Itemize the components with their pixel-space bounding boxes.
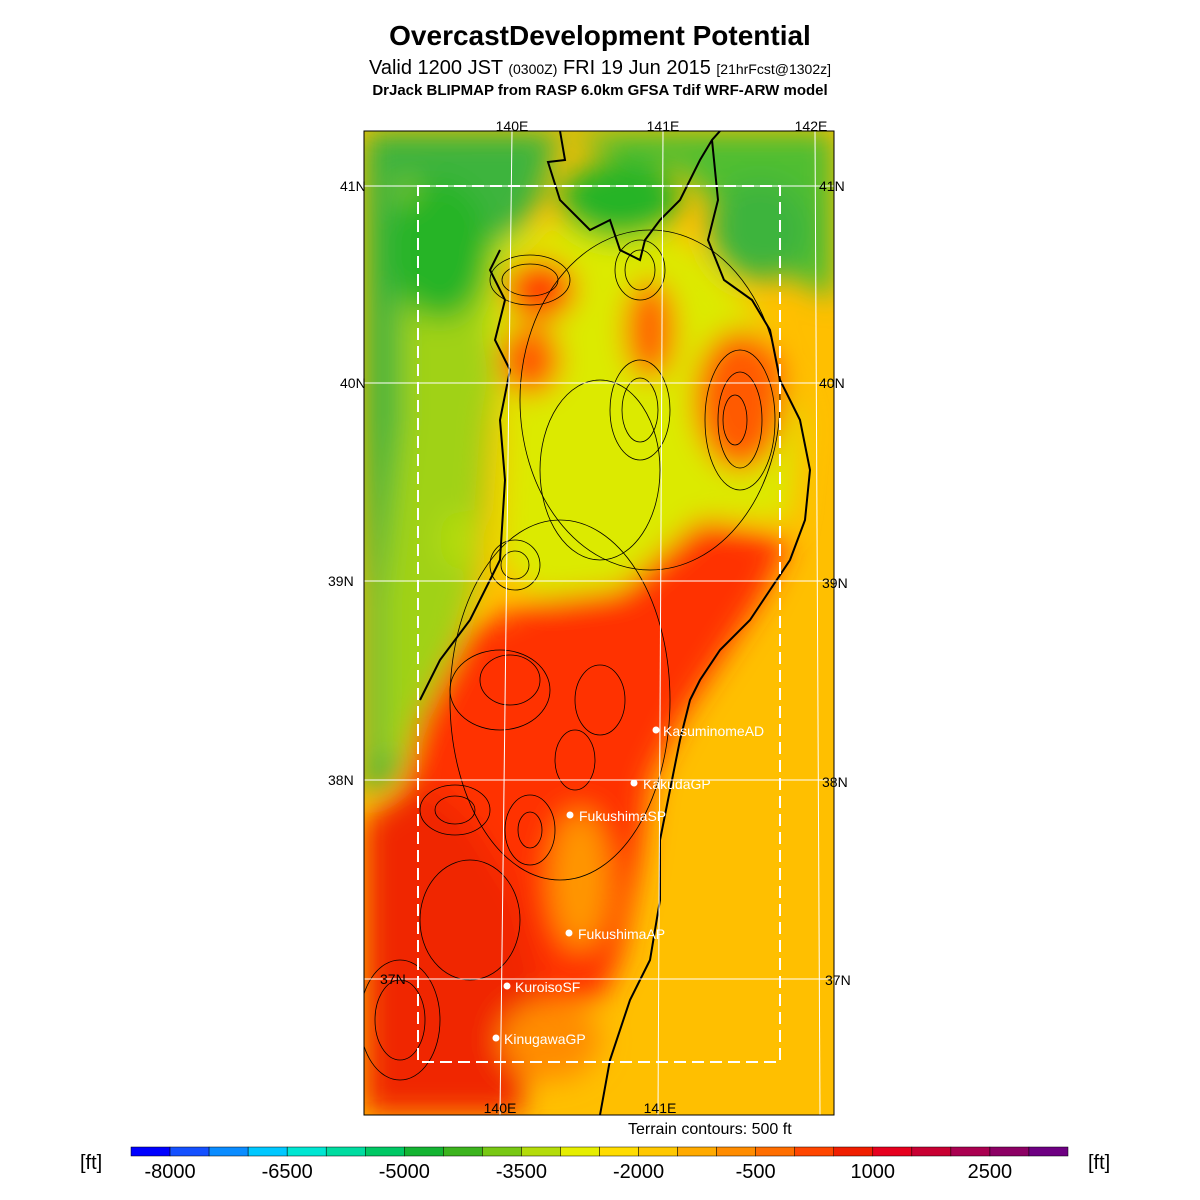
site-dot-kasuminome — [652, 726, 660, 734]
legend-cell — [599, 1146, 639, 1157]
legend-cell — [443, 1146, 483, 1157]
legend-tick-label: -8000 — [144, 1161, 195, 1183]
green-patch-c — [710, 180, 810, 280]
forecast-info: [21hrFcst@1302z] — [716, 61, 831, 77]
color-legend-labels: -8000 -6500 -5000 -3500 -2000 -500 1000 2500 — [144, 1161, 1012, 1183]
model-line: DrJack BLIPMAP from RASP 6.0km GFSA Tdif… — [372, 82, 828, 99]
legend-cell — [716, 1146, 756, 1157]
legend-cell — [482, 1146, 522, 1157]
lat-label-left-41: 41N — [340, 178, 366, 194]
west-coast-field — [380, 180, 505, 760]
map-subtitle: Valid 1200 JST (0300Z) FRI 19 Jun 2015 [… — [0, 57, 1200, 80]
red-patch-north-c — [625, 280, 675, 380]
legend-cell — [404, 1146, 444, 1157]
colorbar-unit-left: [ft] — [80, 1152, 103, 1174]
map-frame — [363, 130, 835, 1116]
legend-cell — [1028, 1146, 1069, 1157]
red-patch-north-d — [695, 330, 785, 470]
lat-label-right-37: 37N — [825, 972, 851, 988]
lon-label-top-141: 141E — [647, 118, 680, 134]
legend-cell — [911, 1146, 952, 1157]
utc-time: (0300Z) — [508, 61, 558, 77]
site-markers: KasuminomeAD KakudaGP FukushimaSP Fukush… — [492, 723, 764, 1047]
site-label-kakuda: KakudaGP — [643, 776, 711, 792]
red-patch-north-b — [500, 325, 560, 395]
southwest-red-field — [364, 780, 540, 1115]
valid-time: Valid 1200 JST — [369, 57, 503, 79]
lon-label-top-140: 140E — [496, 118, 529, 134]
lat-label-left-39: 39N — [328, 573, 354, 589]
legend-cell — [365, 1146, 405, 1157]
site-dot-kakuda — [630, 779, 638, 787]
legend-cell — [950, 1146, 991, 1157]
legend-cell — [755, 1146, 795, 1157]
site-label-fukushimasp: FukushimaSP — [579, 808, 666, 824]
site-dot-fukushimasp — [566, 811, 574, 819]
lat-label-left-37: 37N — [380, 971, 406, 987]
lat-label-left-38: 38N — [328, 772, 354, 788]
lon-label-bottom-141: 141E — [644, 1100, 677, 1116]
inner-domain-box — [417, 185, 781, 1063]
legend-tick-label: -3500 — [496, 1161, 547, 1183]
site-dot-kuroiso — [503, 982, 511, 990]
color-legend-cells — [130, 1146, 1069, 1157]
lon-label-bottom-140: 140E — [484, 1100, 517, 1116]
legend-tick-label: -5000 — [379, 1161, 430, 1183]
forecast-date: FRI 19 Jun 2015 — [562, 57, 711, 79]
legend-tick-label: 2500 — [968, 1161, 1013, 1183]
orange-pocket-a — [550, 810, 610, 950]
yellow-pocket-a — [440, 510, 480, 570]
red-patch-north-a — [505, 260, 575, 320]
site-dot-fukushimaap — [565, 929, 573, 937]
terrain-note: Terrain contours: 500 ft — [628, 1121, 792, 1138]
terrain-contours — [364, 229, 781, 1081]
legend-cell — [130, 1146, 171, 1157]
map-title: OvercastDevelopment Potential — [389, 20, 811, 51]
legend-cell — [247, 1146, 288, 1157]
legend-cell — [794, 1146, 834, 1157]
legend-cell — [286, 1146, 327, 1157]
lat-label-left-40: 40N — [340, 375, 366, 391]
legend-tick-label: -2000 — [613, 1161, 664, 1183]
legend-cell — [677, 1146, 717, 1157]
legend-cell — [638, 1146, 678, 1157]
lat-label-right-41: 41N — [819, 178, 845, 194]
colorbar-unit-right: [ft] — [1088, 1152, 1111, 1174]
legend-cell — [872, 1146, 913, 1157]
site-label-fukushimaap: FukushimaAP — [578, 926, 665, 942]
site-label-kuroiso: KuroisoSF — [515, 979, 580, 995]
lat-label-right-40: 40N — [819, 375, 845, 391]
legend-cell — [833, 1146, 874, 1157]
green-patch-b — [560, 160, 680, 240]
legend-cell — [560, 1146, 600, 1157]
field-layer — [364, 131, 834, 1115]
lat-label-right-38: 38N — [822, 774, 848, 790]
legend-cell — [169, 1146, 210, 1157]
legend-tick-label: -500 — [736, 1161, 776, 1183]
legend-cell — [325, 1146, 366, 1157]
site-dot-kinugawa — [492, 1034, 500, 1042]
green-patch-a — [390, 180, 490, 320]
legend-cell — [521, 1146, 561, 1157]
color-legend: -8000 -6500 -5000 -3500 -2000 -500 1000 2500 — [130, 1146, 1069, 1183]
legend-tick-label: -6500 — [262, 1161, 313, 1183]
site-label-kinugawa: KinugawaGP — [504, 1031, 586, 1047]
legend-cell — [989, 1146, 1030, 1157]
lat-label-right-39: 39N — [822, 575, 848, 591]
site-label-kasuminome: KasuminomeAD — [663, 723, 764, 739]
orange-pocket-b — [500, 1000, 600, 1080]
legend-tick-label: 1000 — [851, 1161, 896, 1183]
legend-cell — [208, 1146, 249, 1157]
lon-label-top-142: 142E — [795, 118, 828, 134]
